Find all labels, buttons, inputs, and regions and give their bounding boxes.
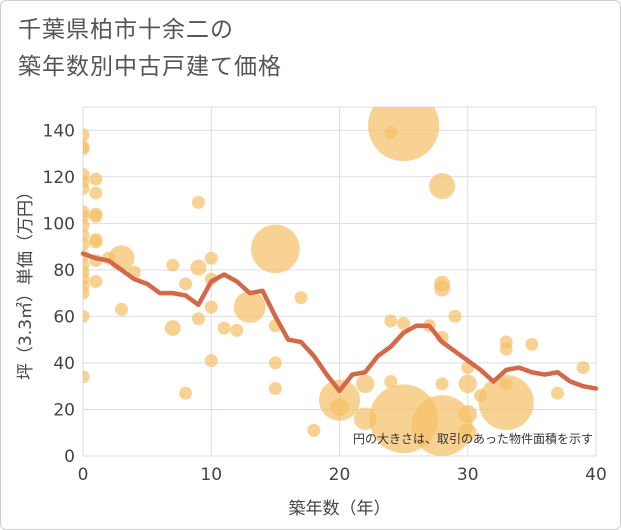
bubble-point: [330, 397, 349, 417]
bubble-point: [435, 377, 449, 391]
x-axis-label: 築年数（年）: [289, 499, 391, 519]
y-tick-label: 100: [43, 214, 75, 234]
bubble-point: [294, 291, 308, 305]
chart-title: 千葉県柏市十余二の 築年数別中古戸建て価格: [18, 12, 282, 86]
bubble-point: [268, 382, 282, 396]
bubble-point: [233, 291, 266, 324]
x-tick-label: 40: [585, 465, 607, 485]
bubble-point: [307, 423, 321, 437]
y-tick-label: 20: [53, 400, 75, 420]
bubble-point: [204, 300, 218, 314]
bubble-point: [83, 286, 90, 300]
y-tick-label: 140: [43, 121, 75, 141]
bubble-point: [384, 375, 398, 389]
bubble-point: [166, 258, 180, 272]
bubble-point: [525, 337, 539, 351]
bubble-point: [458, 423, 477, 442]
bubble-point: [204, 354, 218, 368]
bubble-point: [83, 128, 90, 142]
bubble-point: [179, 277, 193, 291]
x-tick-label: 10: [200, 465, 222, 485]
bubble-point: [397, 316, 411, 330]
bubble-point: [191, 195, 205, 209]
y-tick-label: 60: [53, 307, 75, 327]
bubble-point: [89, 275, 103, 288]
bubble-point: [576, 361, 590, 375]
bubble-point: [89, 209, 103, 223]
bubble-point: [83, 370, 90, 384]
bubble-point: [355, 374, 375, 394]
bubble-point: [551, 386, 565, 400]
bubble-point: [217, 321, 231, 335]
bubble-series: [83, 107, 590, 456]
bubble-point: [368, 107, 440, 162]
bubble-point: [179, 386, 193, 400]
x-tick-label: 0: [78, 465, 89, 485]
bubble-point: [411, 395, 473, 456]
bubble-point: [499, 342, 513, 356]
bubble-point: [230, 323, 244, 337]
bubble-point: [83, 237, 90, 251]
y-tick-label: 40: [53, 354, 75, 374]
bubble-point: [114, 302, 128, 316]
bubble-point: [384, 314, 398, 328]
trend-line: [80, 251, 599, 394]
y-tick-label: 120: [43, 168, 75, 188]
bubble-point: [89, 186, 103, 200]
x-tick-label: 20: [329, 465, 351, 485]
title-line-1: 千葉県柏市十余二の: [18, 17, 234, 43]
bubble-point: [83, 181, 90, 195]
x-tick-label: 30: [457, 465, 479, 485]
bubble-point: [434, 280, 451, 297]
bubble-point: [191, 312, 205, 326]
trend-line-group: [80, 251, 599, 394]
y-tick-label: 80: [53, 261, 75, 281]
bubble-point: [448, 309, 462, 323]
bubble-point: [251, 224, 300, 274]
y-axis-label: 坪（3.3㎡）単価（万円）: [16, 183, 36, 380]
bubble-point: [268, 356, 282, 370]
bubble-point: [478, 374, 534, 431]
bubble-point: [458, 374, 477, 394]
bubble-point: [89, 172, 103, 186]
bubble-point: [458, 404, 477, 424]
chart-note: 円の大きさは、取引のあった物件面積を示す: [353, 431, 593, 446]
bubble-point: [164, 320, 181, 336]
bubble-point: [83, 309, 90, 323]
bubble-point: [190, 259, 207, 276]
title-line-2: 築年数別中古戸建て価格: [18, 54, 282, 80]
bubble-point: [83, 142, 90, 156]
y-tick-label: 0: [64, 447, 75, 467]
tick-labels: 0 20 40 60 80 100 120 140 0 10 20 30 40: [43, 121, 607, 485]
bubble-point: [429, 173, 456, 200]
bubble-point: [89, 235, 103, 249]
bubble-point: [204, 251, 218, 265]
